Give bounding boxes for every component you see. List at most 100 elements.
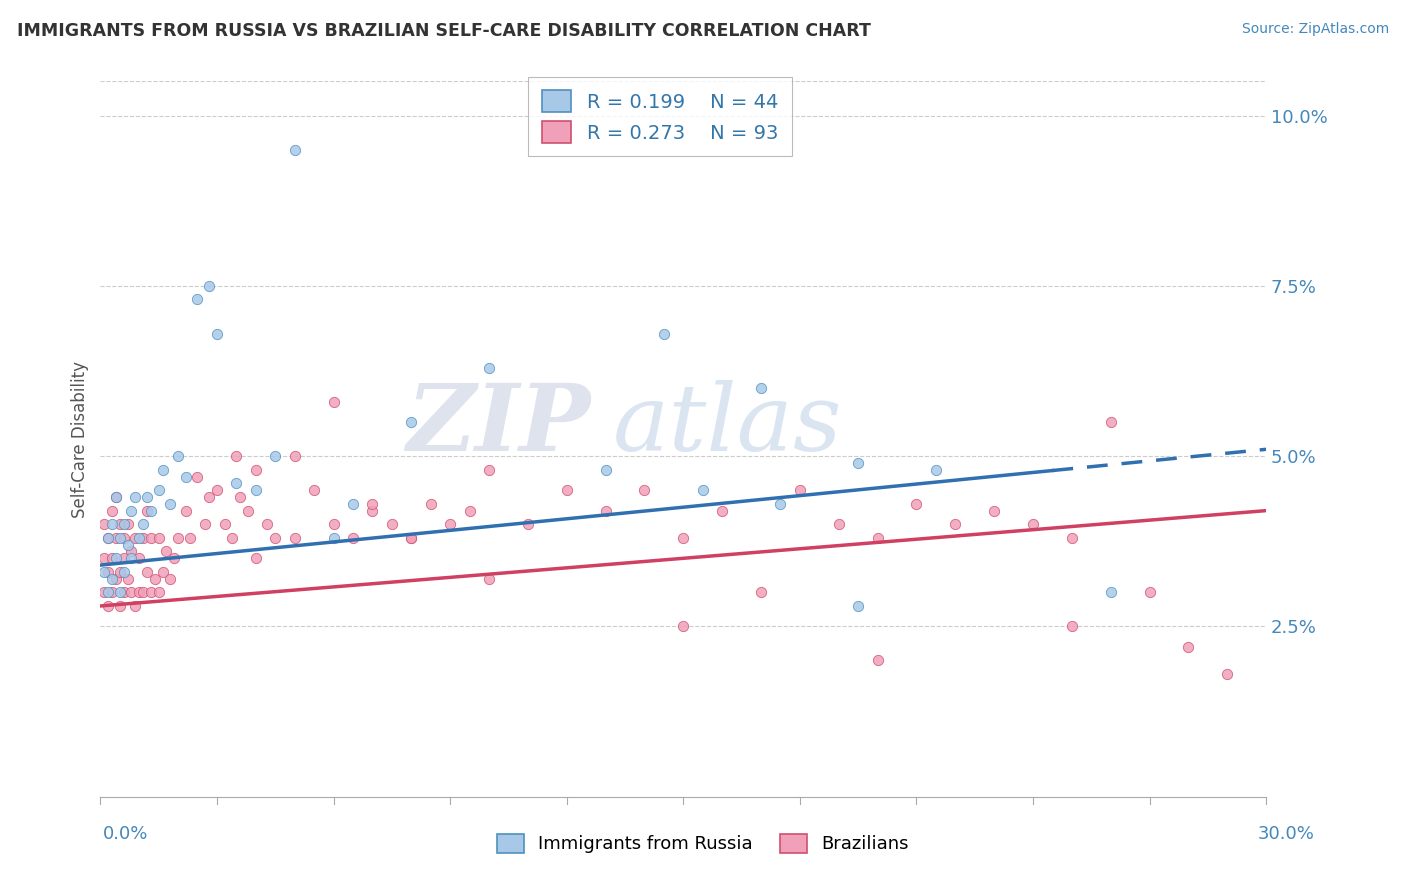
Point xyxy=(1216,667,1239,681)
Point xyxy=(159,572,181,586)
Point xyxy=(136,490,159,504)
Point xyxy=(97,565,120,579)
Point xyxy=(104,572,127,586)
Point xyxy=(214,517,236,532)
Point xyxy=(205,483,228,498)
Point xyxy=(93,517,115,532)
Point xyxy=(97,599,120,613)
Point xyxy=(399,531,422,545)
Point xyxy=(186,469,208,483)
Point xyxy=(322,531,344,545)
Point xyxy=(97,531,120,545)
Point xyxy=(555,483,578,498)
Point xyxy=(101,585,124,599)
Point xyxy=(108,565,131,579)
Point xyxy=(478,463,501,477)
Point xyxy=(174,469,197,483)
Point xyxy=(439,517,461,532)
Point xyxy=(652,326,675,341)
Point xyxy=(136,503,159,517)
Point xyxy=(179,531,201,545)
Point xyxy=(221,531,243,545)
Point xyxy=(128,551,150,566)
Point xyxy=(163,551,186,566)
Point xyxy=(342,531,364,545)
Point xyxy=(108,585,131,599)
Point xyxy=(194,517,217,532)
Point xyxy=(148,531,170,545)
Point xyxy=(595,463,617,477)
Point xyxy=(167,449,190,463)
Point xyxy=(128,585,150,599)
Point xyxy=(302,483,325,498)
Point xyxy=(152,463,174,477)
Point xyxy=(139,585,162,599)
Point xyxy=(112,531,135,545)
Point xyxy=(117,517,139,532)
Point xyxy=(152,565,174,579)
Point xyxy=(672,531,695,545)
Point xyxy=(284,449,307,463)
Point xyxy=(381,517,404,532)
Point xyxy=(284,143,307,157)
Point xyxy=(478,360,501,375)
Point xyxy=(866,653,889,667)
Point xyxy=(101,551,124,566)
Point xyxy=(124,490,146,504)
Point xyxy=(198,490,221,504)
Point xyxy=(120,544,142,558)
Point xyxy=(174,503,197,517)
Point xyxy=(112,585,135,599)
Point xyxy=(1139,585,1161,599)
Point xyxy=(108,517,131,532)
Point xyxy=(827,517,849,532)
Point xyxy=(1022,517,1045,532)
Legend: R = 0.199    N = 44, R = 0.273    N = 93: R = 0.199 N = 44, R = 0.273 N = 93 xyxy=(529,77,792,156)
Point xyxy=(139,503,162,517)
Text: IMMIGRANTS FROM RUSSIA VS BRAZILIAN SELF-CARE DISABILITY CORRELATION CHART: IMMIGRANTS FROM RUSSIA VS BRAZILIAN SELF… xyxy=(17,22,870,40)
Point xyxy=(229,490,252,504)
Point xyxy=(101,503,124,517)
Point xyxy=(104,490,127,504)
Point xyxy=(905,497,928,511)
Point xyxy=(1177,640,1199,654)
Point xyxy=(120,551,142,566)
Point xyxy=(236,503,259,517)
Point xyxy=(711,503,734,517)
Point xyxy=(120,585,142,599)
Point xyxy=(399,415,422,429)
Point xyxy=(749,585,772,599)
Point xyxy=(419,497,441,511)
Point xyxy=(198,278,221,293)
Point xyxy=(1060,619,1083,633)
Point xyxy=(112,565,135,579)
Text: Source: ZipAtlas.com: Source: ZipAtlas.com xyxy=(1241,22,1389,37)
Point xyxy=(120,503,142,517)
Legend: Immigrants from Russia, Brazilians: Immigrants from Russia, Brazilians xyxy=(489,826,917,861)
Point xyxy=(93,551,115,566)
Point xyxy=(101,572,124,586)
Point xyxy=(148,585,170,599)
Point xyxy=(112,517,135,532)
Point xyxy=(132,585,155,599)
Point xyxy=(143,572,166,586)
Point xyxy=(128,531,150,545)
Text: 0.0%: 0.0% xyxy=(103,825,148,843)
Point xyxy=(205,326,228,341)
Point xyxy=(342,497,364,511)
Point xyxy=(284,531,307,545)
Point xyxy=(225,449,247,463)
Point xyxy=(108,531,131,545)
Point xyxy=(155,544,177,558)
Point xyxy=(132,531,155,545)
Point xyxy=(1060,531,1083,545)
Point xyxy=(93,565,115,579)
Point xyxy=(749,381,772,395)
Point xyxy=(361,497,384,511)
Point xyxy=(399,531,422,545)
Point xyxy=(866,531,889,545)
Point xyxy=(672,619,695,633)
Point xyxy=(458,503,481,517)
Point xyxy=(245,463,267,477)
Point xyxy=(1099,585,1122,599)
